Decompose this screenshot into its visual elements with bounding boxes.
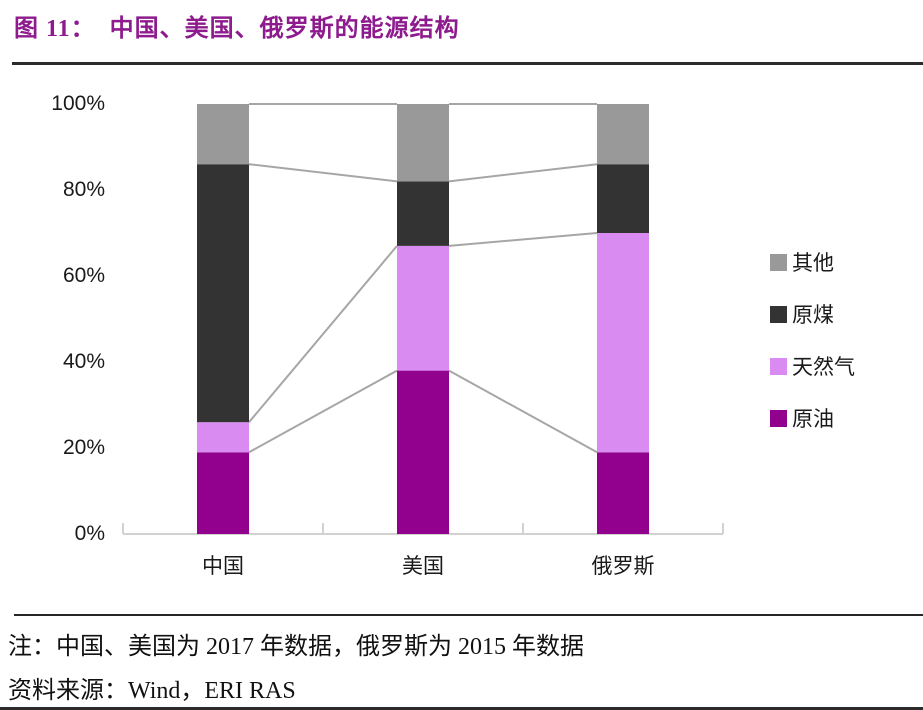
chart-legend: 其他 原煤 天然气 原油 [770, 250, 855, 458]
x-category-label: 美国 [402, 555, 444, 578]
bar-segment-中国-原煤 [197, 164, 249, 423]
bar-segment-中国-原油 [197, 452, 249, 534]
y-tick-label: 60% [62, 264, 105, 287]
legend-label: 天然气 [792, 356, 855, 379]
legend-item-其他: 其他 [770, 250, 855, 275]
legend-swatch-icon [770, 409, 787, 427]
bar-segment-美国-天然气 [397, 245, 449, 371]
figure-title: 图 11： 中国、美国、俄罗斯的能源结构 [14, 16, 460, 42]
legend-swatch-icon [770, 305, 787, 323]
bar-segment-美国-原油 [397, 370, 449, 534]
bar-segment-美国-其他 [397, 104, 449, 182]
legend-item-天然气: 天然气 [770, 354, 855, 379]
bottom-border [0, 707, 923, 710]
plot-area [122, 103, 724, 535]
stacked-bar-chart [122, 103, 724, 535]
bar-segment-中国-天然气 [197, 422, 249, 453]
y-tick-label: 0% [74, 522, 105, 545]
bar-segment-俄罗斯-原油 [597, 452, 649, 534]
title-divider [12, 62, 923, 65]
legend-label: 原煤 [792, 304, 834, 327]
series-connector-line-天然气 [448, 232, 598, 247]
bar-segment-中国-其他 [197, 104, 249, 165]
y-tick-label: 80% [62, 178, 105, 201]
bar-segment-美国-原煤 [397, 181, 449, 246]
y-tick-label: 40% [62, 350, 105, 373]
legend-swatch-icon [770, 253, 787, 271]
bar-segment-俄罗斯-原煤 [597, 164, 649, 233]
legend-label: 原油 [792, 408, 834, 431]
series-connector-line-原油 [448, 369, 598, 454]
x-category-label: 中国 [202, 555, 244, 578]
source-text: 资料来源：Wind，ERI RAS [8, 678, 296, 704]
y-axis: 100% 80% 60% 40% 20% 0% [0, 92, 105, 545]
y-tick-label: 20% [62, 436, 105, 459]
x-category-label: 俄罗斯 [591, 555, 655, 578]
notes-divider [14, 614, 923, 616]
legend-item-原煤: 原煤 [770, 302, 855, 327]
note-text: 注：中国、美国为 2017 年数据，俄罗斯为 2015 年数据 [8, 634, 584, 660]
bar-segment-俄罗斯-其他 [597, 104, 649, 165]
legend-item-原油: 原油 [770, 406, 855, 431]
series-connector-line-天然气 [248, 245, 398, 423]
legend-label: 其他 [792, 252, 834, 275]
series-connector-line-原煤 [248, 163, 398, 183]
y-tick-label: 100% [51, 92, 105, 115]
series-connector-line-原煤 [448, 163, 598, 183]
x-axis-labels: 中国 美国 俄罗斯 [123, 550, 723, 584]
series-connector-line-原油 [248, 369, 398, 454]
bar-segment-俄罗斯-天然气 [597, 233, 649, 453]
legend-swatch-icon [770, 357, 787, 375]
